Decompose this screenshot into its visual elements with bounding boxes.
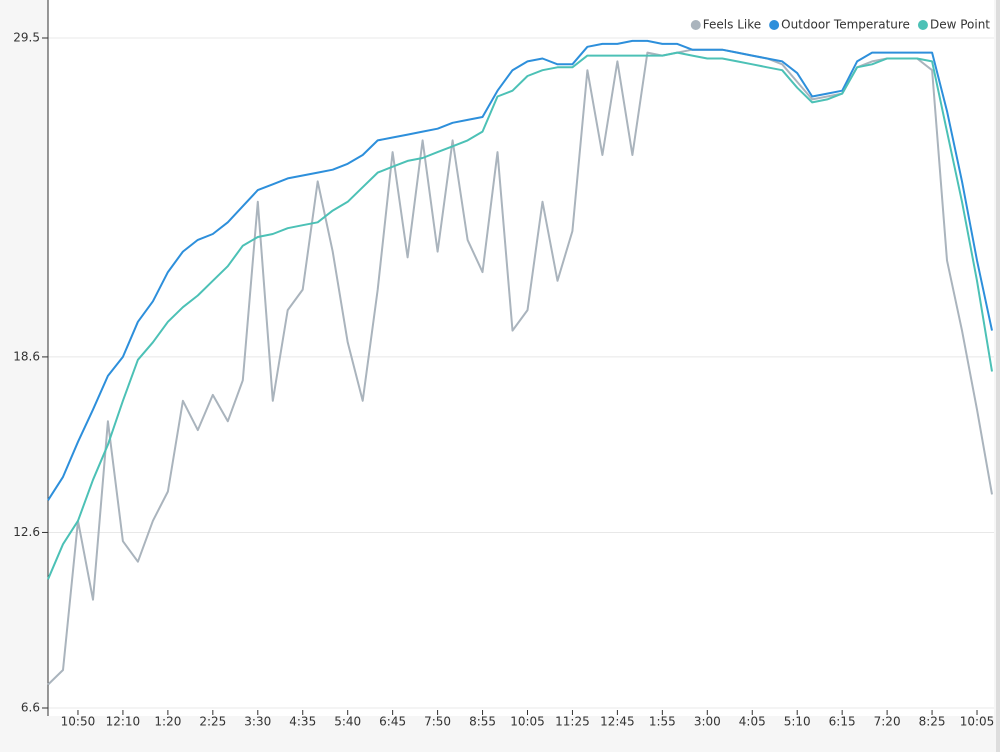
x-tick-label: 10:05 — [510, 715, 545, 729]
x-tick-label: 6:15 — [829, 715, 856, 729]
x-tick-label: 10:05 — [960, 715, 995, 729]
legend-label: Dew Point — [930, 18, 990, 32]
y-tick-label: 12.6 — [13, 525, 40, 539]
x-tick-label: 11:25 — [555, 715, 590, 729]
y-tick-label: 18.6 — [13, 349, 40, 363]
line-series — [47, 39, 993, 501]
legend-label: Feels Like — [703, 18, 761, 32]
x-tick-label: 5:10 — [784, 715, 811, 729]
legend-marker — [690, 20, 701, 30]
legend-marker — [769, 20, 780, 30]
y-tick-label: 29.5 — [13, 31, 40, 45]
x-tick-label: 8:25 — [919, 715, 946, 729]
plot-area — [48, 0, 994, 716]
y-tick-label: 6.6 — [21, 701, 40, 715]
legend: Feels Like Outdoor Temperature Dew Point — [690, 18, 990, 32]
x-tick-label: 4:05 — [739, 715, 766, 729]
x-tick-label: 10:50 — [61, 715, 96, 729]
x-tick-label: 1:20 — [154, 715, 181, 729]
x-tick-label: 2:25 — [199, 715, 226, 729]
x-tick-label: 12:45 — [600, 715, 635, 729]
scrollbar — [996, 0, 1000, 752]
x-tick-label: 3:30 — [244, 715, 271, 729]
legend-marker — [917, 20, 928, 30]
line-series — [47, 51, 993, 580]
line-series — [47, 48, 993, 686]
x-tick-label: 4:35 — [289, 715, 316, 729]
x-tick-label: 5:40 — [334, 715, 361, 729]
x-tick-label: 3:00 — [694, 715, 721, 729]
x-tick-label: 6:45 — [379, 715, 406, 729]
x-tick-label: 7:20 — [874, 715, 901, 729]
x-tick-label: 1:55 — [649, 715, 676, 729]
legend-label: Outdoor Temperature — [781, 18, 910, 32]
x-tick-label: 12:10 — [106, 715, 141, 729]
x-tick-label: 8:55 — [469, 715, 496, 729]
x-tick-label: 7:50 — [424, 715, 451, 729]
